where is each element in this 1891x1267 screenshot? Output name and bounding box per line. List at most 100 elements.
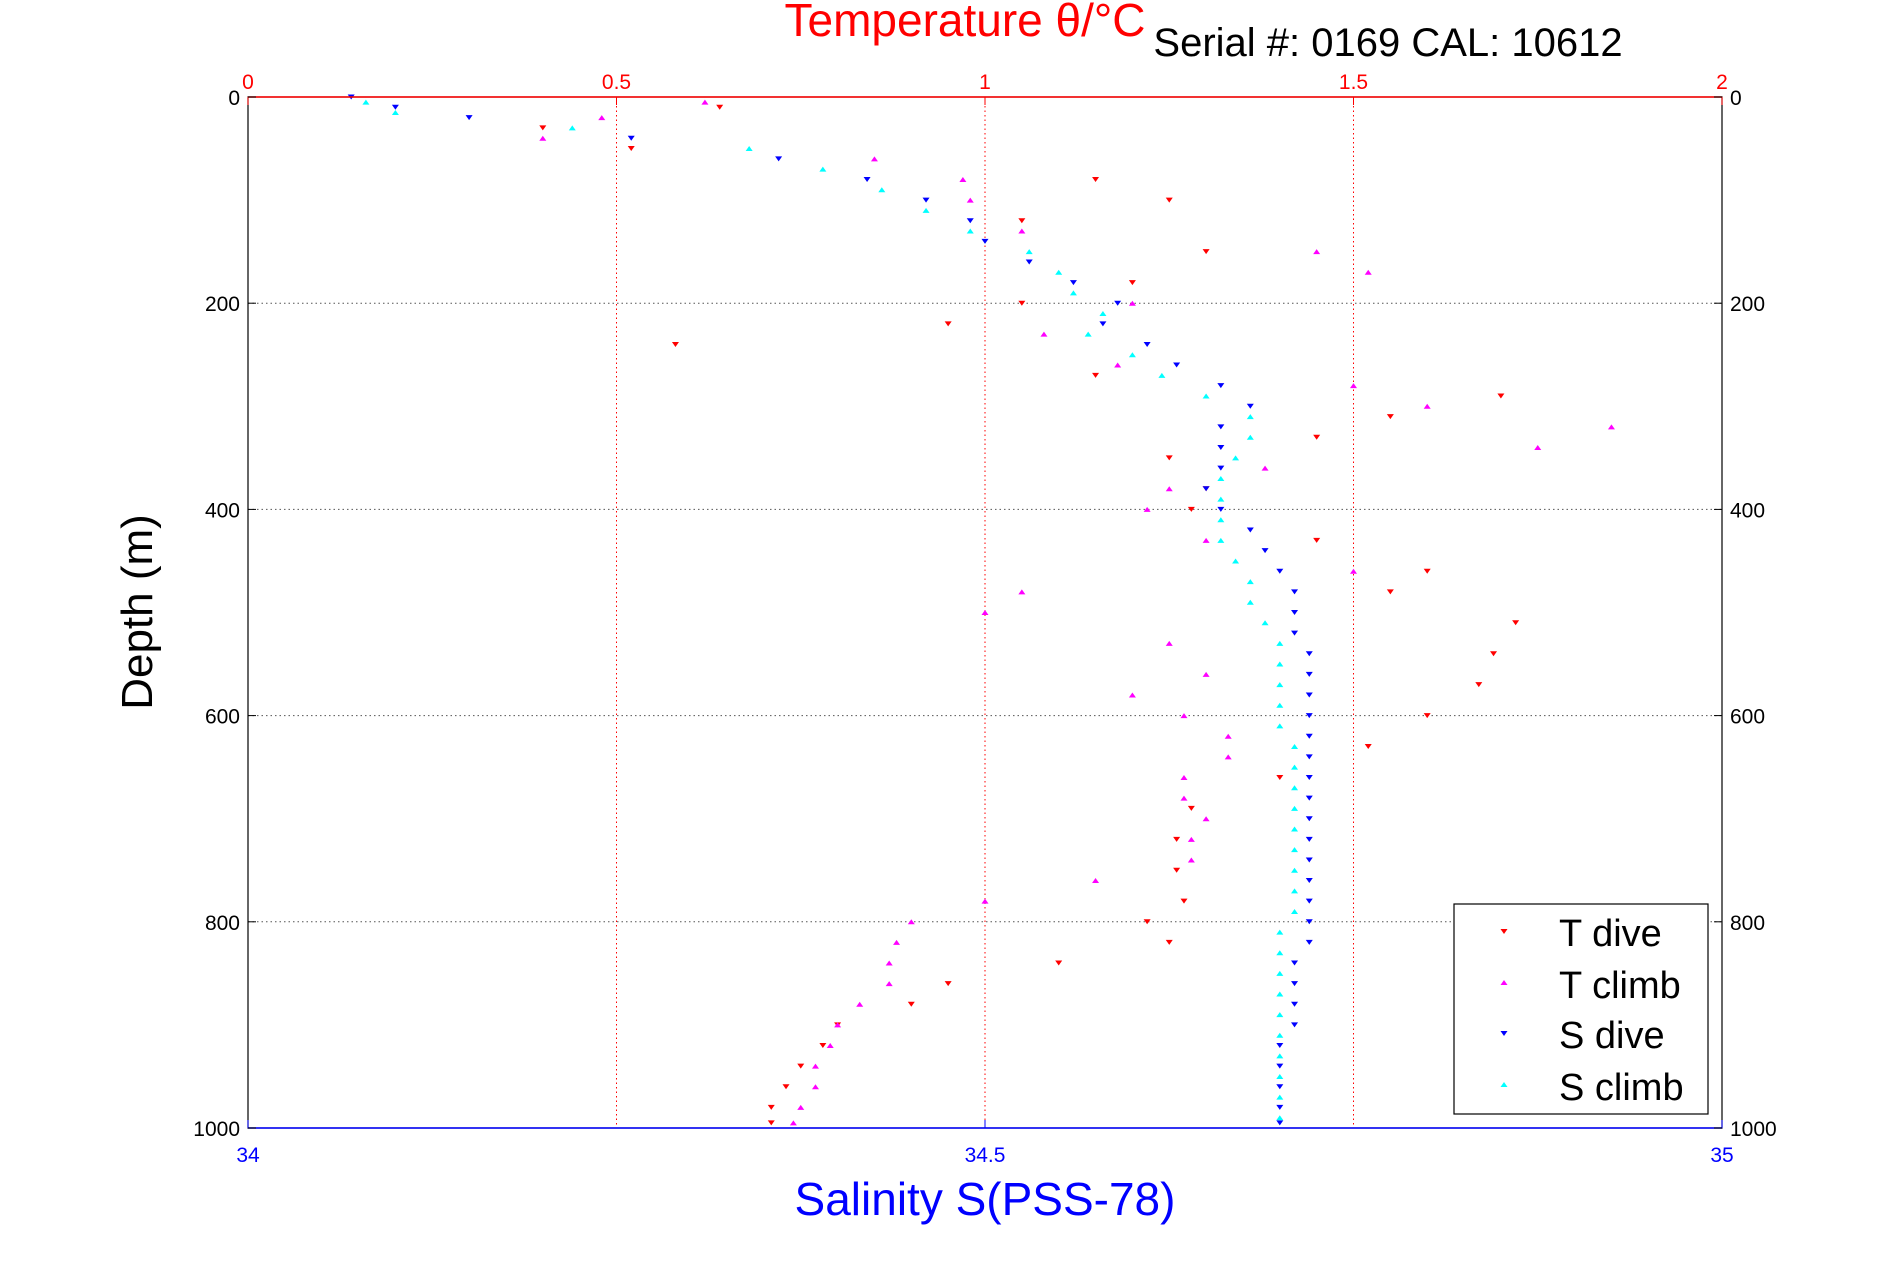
data-point-s-climb [1291, 744, 1299, 750]
data-point-t-climb [870, 156, 878, 162]
salinity-tick-label: 35 [1710, 1144, 1733, 1167]
data-point-t-dive [539, 125, 547, 131]
data-point-s-climb [1276, 970, 1284, 976]
data-point-t-climb [701, 99, 709, 105]
data-point-t-dive [627, 146, 635, 152]
data-point-s-climb [1276, 1094, 1284, 1100]
depth-tick-label-left: 0 [228, 87, 240, 110]
data-point-s-climb [1025, 249, 1033, 255]
data-point-s-climb [1276, 702, 1284, 708]
salinity-tick-label: 34 [236, 1144, 260, 1167]
data-point-s-climb [1099, 311, 1107, 317]
data-point-t-dive [1173, 867, 1181, 873]
data-point-s-climb [745, 146, 753, 152]
data-point-s-dive [1305, 671, 1313, 677]
data-point-t-climb [797, 1104, 805, 1110]
series-s-climb [362, 99, 1299, 1121]
data-point-t-climb [1018, 228, 1026, 234]
data-point-s-climb [362, 99, 370, 105]
data-point-t-climb [1534, 445, 1542, 451]
data-point-t-dive [1423, 713, 1431, 719]
data-point-t-climb [1423, 403, 1431, 409]
data-point-s-dive [981, 238, 989, 244]
data-point-t-dive [1187, 805, 1195, 811]
data-point-s-climb [1084, 331, 1092, 337]
data-point-t-dive [1128, 280, 1136, 286]
depth-tick-label-left: 1000 [193, 1118, 240, 1141]
data-point-s-climb [1232, 455, 1240, 461]
legend-entry-t-dive: T dive [1500, 913, 1662, 955]
data-point-t-dive [1276, 774, 1284, 780]
data-point-t-dive [1143, 919, 1151, 925]
data-point-t-dive [1364, 744, 1372, 750]
data-point-s-dive [1246, 403, 1254, 409]
data-point-t-climb [1180, 774, 1188, 780]
legend: T dive T climb S dive S climb [1453, 903, 1709, 1115]
data-point-t-climb [966, 197, 974, 203]
data-point-s-dive [1217, 506, 1225, 512]
data-point-s-climb [819, 166, 827, 172]
data-point-s-climb [1276, 929, 1284, 935]
data-point-t-climb [1261, 465, 1269, 471]
data-point-s-dive [1099, 321, 1107, 327]
data-point-s-climb [1055, 269, 1063, 275]
depth-tick-label-right: 800 [1730, 912, 1765, 935]
data-point-s-dive [1114, 300, 1122, 306]
data-point-t-climb [1313, 249, 1321, 255]
temperature-tick-label: 1.5 [1339, 71, 1368, 94]
data-point-t-dive [1386, 414, 1394, 420]
data-point-s-dive [1276, 568, 1284, 574]
legend-box [1453, 903, 1709, 1115]
legend-entry-s-dive: S dive [1500, 1015, 1665, 1057]
data-point-s-climb [1276, 1012, 1284, 1018]
data-point-t-climb [1350, 383, 1357, 389]
data-point-s-dive [1305, 774, 1313, 780]
data-point-s-dive [391, 104, 399, 110]
data-point-t-climb [856, 1001, 864, 1007]
legend-label-s-dive: S dive [1559, 1015, 1665, 1057]
depth-tick-label-right: 400 [1730, 499, 1765, 522]
data-point-s-dive [1305, 816, 1313, 822]
data-point-t-climb [1187, 857, 1195, 863]
data-point-t-climb [1143, 506, 1151, 512]
data-point-t-dive [1055, 960, 1063, 966]
data-point-s-climb [1276, 1073, 1284, 1079]
legend-label-t-dive: T dive [1559, 913, 1662, 955]
data-point-t-climb [1128, 692, 1136, 698]
data-point-s-dive [775, 156, 783, 162]
data-point-s-climb [1276, 640, 1284, 646]
data-point-s-climb [1217, 475, 1225, 481]
data-point-t-dive [1165, 455, 1173, 461]
data-point-s-climb [391, 109, 399, 115]
salinity-tick-label: 34.5 [965, 1144, 1006, 1167]
data-point-t-climb [1180, 713, 1188, 719]
data-point-t-dive [1475, 682, 1483, 688]
data-point-s-climb [1291, 764, 1299, 770]
temperature-tick-label: 0.5 [602, 71, 631, 94]
data-point-t-dive [1386, 589, 1394, 595]
data-point-s-dive [1305, 939, 1313, 945]
series-t-dive [539, 104, 1520, 1126]
data-point-s-climb [1128, 352, 1136, 358]
data-point-s-dive [1276, 1063, 1284, 1069]
data-point-s-dive [1246, 527, 1254, 533]
data-point-s-climb [1276, 682, 1284, 688]
data-point-s-dive [1291, 981, 1299, 987]
data-point-t-climb [1607, 424, 1615, 430]
data-point-s-climb [1232, 558, 1240, 564]
data-point-s-dive [1217, 424, 1225, 430]
data-point-s-dive [1305, 898, 1313, 904]
data-point-s-dive [1276, 1043, 1284, 1049]
data-point-s-climb [1246, 579, 1254, 585]
data-point-s-dive [627, 135, 635, 141]
depth-tick-label-right: 1000 [1730, 1118, 1777, 1141]
data-point-t-dive [1313, 537, 1321, 543]
data-point-s-dive [1291, 589, 1299, 595]
depth-axis-title: Depth (m) [113, 514, 162, 710]
temperature-tick-label: 2 [1716, 71, 1728, 94]
data-point-t-dive [1018, 218, 1026, 224]
data-point-s-dive [1143, 341, 1151, 347]
legend-marker-s-dive [1500, 1031, 1508, 1036]
series-t-climb [539, 99, 1615, 1126]
data-point-s-climb [878, 187, 886, 193]
